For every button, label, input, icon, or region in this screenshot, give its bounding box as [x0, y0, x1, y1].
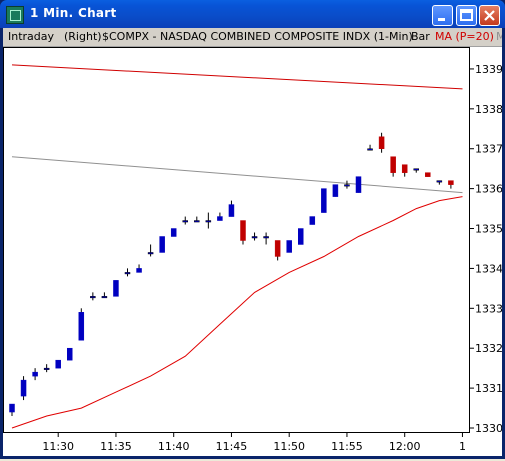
- candle-body: [205, 220, 212, 223]
- candle-body: [159, 236, 165, 253]
- x-tick-label: 11:40: [158, 440, 190, 453]
- x-tick-label: 11:35: [100, 440, 132, 453]
- y-tick-label: 1330: [475, 422, 502, 435]
- plot-frame: [3, 47, 470, 433]
- y-tick-label: 1331: [475, 382, 502, 395]
- chart-svg: 1330 1331 1332 1333 1334 1335 1336 1337 1338 1339…: [3, 47, 503, 453]
- candle-body: [147, 252, 154, 255]
- candle-body: [263, 236, 269, 239]
- window-title: 1 Min. Chart: [30, 6, 117, 20]
- minimize-button[interactable]: [432, 5, 453, 26]
- candle-body: [194, 220, 200, 223]
- candle-body: [436, 180, 443, 183]
- candle-body: [448, 180, 454, 185]
- style-label: Bar: [411, 30, 430, 43]
- candle-body: [309, 216, 316, 225]
- chart-panel: Intraday (Right) $COMPX - NASDAQ COMBINE…: [3, 28, 503, 456]
- line-red_trend: [11, 64, 463, 90]
- scale-label: (Right): [64, 30, 102, 43]
- extra-label: M: [496, 30, 502, 43]
- candle-body: [298, 228, 304, 245]
- candle-body: [9, 403, 15, 413]
- candle-body: [90, 296, 96, 299]
- y-tick-label: 1335: [475, 223, 502, 236]
- candle-body: [124, 272, 131, 275]
- candle-body: [136, 268, 142, 273]
- y-tick-label: 1334: [475, 262, 502, 275]
- candle-body: [182, 220, 188, 223]
- candle-body: [390, 156, 396, 173]
- y-tick-label: 1336: [475, 183, 502, 196]
- line-gray_trend: [11, 156, 463, 194]
- candle-body: [251, 236, 258, 239]
- candle-body: [355, 176, 362, 193]
- period-label: Intraday: [8, 30, 55, 43]
- price-chart[interactable]: 1330 1331 1332 1333 1334 1335 1336 1337 1338 1339…: [3, 47, 503, 456]
- candle-body: [113, 280, 119, 297]
- candle-body: [67, 347, 73, 361]
- candle-body: [170, 228, 177, 237]
- candle-body: [43, 367, 50, 370]
- candle-body: [401, 164, 408, 173]
- candle-body: [55, 359, 61, 369]
- x-tick-label: 11:45: [216, 440, 248, 453]
- y-tick-label: 1339: [475, 63, 502, 76]
- y-tick-label: 1338: [475, 103, 502, 116]
- chart-info-bar: Intraday (Right) $COMPX - NASDAQ COMBINE…: [3, 28, 502, 47]
- y-tick-label: 1332: [475, 342, 502, 355]
- x-tick-label: 11:30: [42, 440, 74, 453]
- candle-body: [344, 184, 350, 187]
- maximize-button[interactable]: [456, 5, 477, 26]
- candle-body: [78, 312, 85, 341]
- candle-body: [425, 172, 431, 177]
- line-ma: [11, 196, 463, 429]
- candle-body: [228, 204, 235, 217]
- x-tick-label: 12:00: [389, 440, 421, 453]
- y-tick-label: 1333: [475, 302, 502, 315]
- candle-body: [101, 296, 108, 299]
- x-tick-label: 1: [459, 440, 466, 453]
- candle-body: [32, 371, 38, 377]
- candle-body: [413, 168, 419, 171]
- candle-body: [367, 148, 373, 151]
- candle-body: [240, 220, 246, 241]
- app-icon[interactable]: [6, 6, 24, 24]
- y-tick-label: 1337: [475, 143, 502, 156]
- candle-body: [332, 184, 339, 197]
- indicator-label: MA (P=20): [435, 30, 494, 43]
- symbol-label: $COMPX - NASDAQ COMBINED COMPOSITE INDX …: [102, 30, 413, 43]
- x-tick-label: 11:50: [273, 440, 305, 453]
- candle-body: [20, 379, 27, 397]
- candle-body: [378, 136, 385, 149]
- candle-body: [321, 188, 327, 213]
- close-button[interactable]: [479, 5, 500, 26]
- candle-body: [217, 216, 223, 221]
- title-bar[interactable]: 1 Min. Chart: [0, 0, 505, 28]
- x-tick-label: 11:55: [331, 440, 363, 453]
- candle-body: [286, 240, 292, 253]
- candle-body: [274, 240, 281, 257]
